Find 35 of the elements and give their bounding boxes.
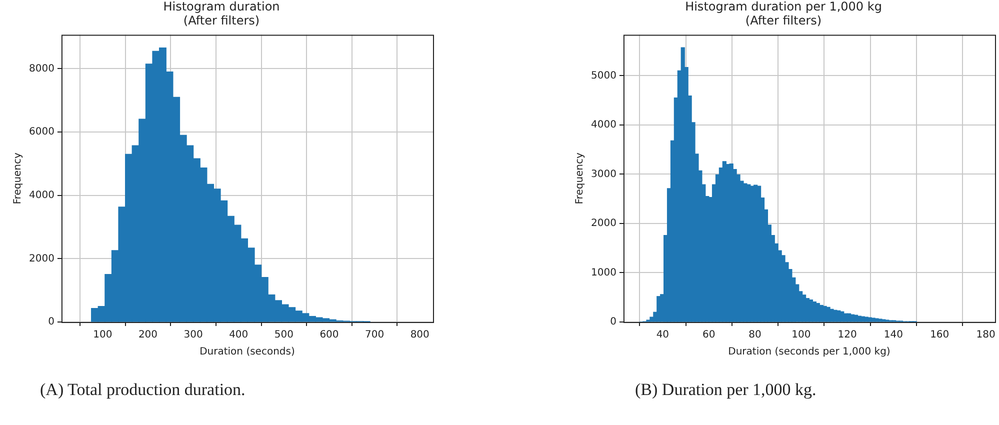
y-tick-label: 0 [610,316,616,328]
x-tick-label: 180 [976,330,996,341]
y-tick-label: 1000 [590,267,616,278]
x-tick-label: 700 [365,330,384,341]
x-tick-label: 100 [93,330,112,341]
y-tick-label: 2000 [590,218,616,230]
x-tick-label: 60 [702,330,716,341]
x-axis-title: Duration (seconds per 1,000 kg) [728,346,890,358]
y-tick-label: 8000 [28,63,54,74]
y-tick-label: 5000 [590,70,616,82]
y-tick-label: 4000 [28,190,54,201]
text: (B) Duration per 1,000 kg. [635,380,816,400]
x-tick-label: 120 [838,330,857,341]
x-tick-label: 300 [184,330,203,341]
y-tick-label: 2000 [28,253,54,264]
x-tick-label: 200 [138,330,158,341]
y-axis-title: Frequency [574,152,586,204]
chart-title: Histogram duration (After filters) [163,0,280,28]
x-tick-label: 800 [410,330,430,341]
y-tick-label: 4000 [590,120,616,131]
text: (A) Total production duration. [40,380,246,400]
x-tick-label: 600 [320,330,339,341]
chart-title: Histogram duration per 1,000 kg (After filters) [685,0,882,28]
x-tick-label: 500 [274,330,294,341]
x-tick-label: 140 [884,330,904,341]
x-tick-label: 100 [792,330,811,341]
x-tick-label: 80 [748,330,762,341]
y-tick-label: 3000 [590,168,616,180]
x-tick-label: 40 [656,330,670,341]
x-tick-label: 160 [930,330,950,341]
y-tick-label: 6000 [28,126,54,138]
x-tick-label: 400 [229,330,248,341]
y-axis-title: Frequency [12,152,24,204]
y-tick-label: 0 [48,316,54,328]
x-axis-title: Duration (seconds) [200,346,295,358]
